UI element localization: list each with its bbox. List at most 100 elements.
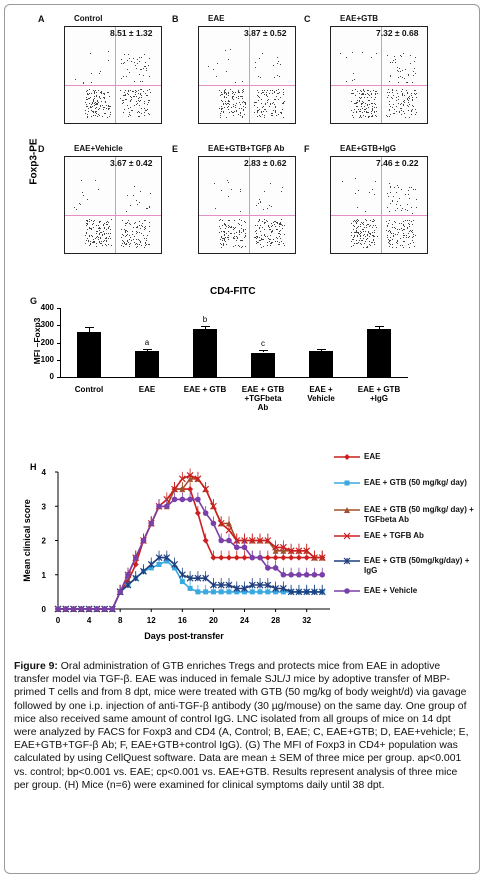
scatter-dot bbox=[132, 234, 134, 235]
scatter-dot bbox=[122, 103, 124, 104]
scatter-dot bbox=[388, 220, 390, 222]
scatter-dot bbox=[276, 96, 278, 98]
scatter-dot bbox=[215, 207, 217, 209]
scatter-dot bbox=[227, 100, 229, 101]
scatter-dot bbox=[408, 220, 410, 222]
scatter-dot bbox=[388, 195, 389, 197]
data-point bbox=[101, 606, 108, 612]
scatter-dot bbox=[233, 228, 235, 230]
scatter-dot bbox=[224, 233, 226, 235]
scatter-dot bbox=[361, 105, 363, 107]
scatter-dot bbox=[387, 95, 389, 96]
scatter-dot bbox=[407, 209, 408, 211]
data-point bbox=[171, 496, 178, 503]
scatter-dot bbox=[102, 241, 104, 243]
scatter-dot bbox=[134, 95, 136, 97]
scatter-dot bbox=[263, 228, 265, 230]
scatter-dot bbox=[411, 237, 413, 238]
scatter-dot bbox=[98, 237, 100, 239]
scatter-dot bbox=[139, 220, 140, 222]
scatter-dot bbox=[243, 89, 245, 91]
scatter-dot bbox=[269, 92, 270, 94]
scatter-dot bbox=[369, 219, 371, 221]
scatter-dot bbox=[386, 229, 388, 231]
data-point bbox=[225, 581, 233, 589]
scatter-dot bbox=[386, 92, 388, 94]
scatter-dot bbox=[104, 226, 106, 228]
scatter-dot bbox=[110, 229, 112, 231]
scatter-dot bbox=[227, 180, 229, 182]
scatter-dot bbox=[357, 242, 359, 244]
data-point bbox=[186, 472, 194, 479]
scatter-dot bbox=[371, 109, 373, 111]
scatter-dot bbox=[263, 222, 265, 224]
scatter-dot bbox=[266, 95, 268, 97]
scatter-dot bbox=[127, 222, 128, 224]
scatter-dot bbox=[414, 68, 416, 70]
scatter-dot bbox=[351, 92, 353, 94]
scatter-dot bbox=[389, 80, 391, 82]
scatter-dot bbox=[137, 232, 139, 233]
scatter-dot bbox=[397, 92, 399, 94]
scatter-dot bbox=[366, 92, 368, 94]
scatter-dot bbox=[134, 61, 136, 63]
scatter-dot bbox=[353, 224, 355, 226]
scatter-dot bbox=[394, 220, 395, 222]
scatter-dot bbox=[243, 102, 245, 104]
facs-panel-value: 2.83 ± 0.62 bbox=[244, 158, 287, 168]
scatter-dot bbox=[108, 108, 110, 109]
scatter-dot bbox=[74, 207, 76, 209]
scatter-dot bbox=[364, 227, 366, 229]
scatter-dot bbox=[125, 229, 127, 231]
scatter-dot bbox=[409, 186, 411, 188]
scatter-dot bbox=[228, 101, 230, 103]
scatter-dot bbox=[93, 111, 95, 113]
data-point bbox=[311, 571, 318, 578]
scatter-dot bbox=[260, 239, 262, 241]
scatter-dot bbox=[283, 89, 284, 91]
scatter-dot bbox=[415, 198, 417, 200]
data-point bbox=[187, 585, 193, 591]
scatter-dot bbox=[408, 74, 410, 76]
scatter-dot bbox=[259, 244, 261, 246]
scatter-dot bbox=[368, 112, 370, 114]
scatter-dot bbox=[102, 107, 104, 109]
scatter-dot bbox=[219, 226, 221, 228]
data-point bbox=[225, 526, 233, 534]
scatter-dot bbox=[276, 238, 278, 240]
scatter-dot bbox=[233, 237, 235, 239]
scatter-dot bbox=[407, 101, 409, 103]
scatter-dot bbox=[256, 242, 258, 244]
scatter-dot bbox=[227, 108, 229, 110]
scatter-dot bbox=[140, 245, 142, 246]
scatter-dot bbox=[133, 185, 135, 187]
data-point bbox=[172, 565, 178, 571]
scatter-dot bbox=[257, 236, 259, 238]
scatter-dot bbox=[103, 230, 105, 232]
scatter-dot bbox=[268, 239, 270, 241]
scatter-dot bbox=[405, 193, 407, 195]
scatter-dot bbox=[260, 93, 262, 95]
scatter-dot bbox=[393, 226, 395, 228]
scatter-dot bbox=[227, 234, 229, 236]
scatter-dot bbox=[148, 113, 150, 115]
scatter-dot bbox=[86, 96, 88, 98]
data-point bbox=[280, 547, 287, 554]
scatter-dot bbox=[402, 247, 404, 248]
scatter-dot bbox=[147, 89, 149, 91]
scatter-dot bbox=[225, 244, 227, 246]
scatter-dot bbox=[262, 114, 264, 116]
scatter-dot bbox=[274, 224, 275, 225]
scatter-dot bbox=[240, 104, 242, 105]
scatter-dot bbox=[355, 178, 357, 180]
data-point bbox=[124, 581, 132, 589]
scatter-dot bbox=[131, 97, 133, 99]
scatter-dot bbox=[86, 221, 88, 222]
scatter-dot bbox=[130, 106, 132, 108]
scatter-dot bbox=[238, 219, 240, 221]
scatter-dot bbox=[231, 111, 233, 113]
scatter-dot bbox=[374, 103, 376, 105]
data-point bbox=[303, 547, 311, 555]
scatter-dot bbox=[365, 103, 367, 105]
scatter-dot bbox=[395, 111, 397, 113]
